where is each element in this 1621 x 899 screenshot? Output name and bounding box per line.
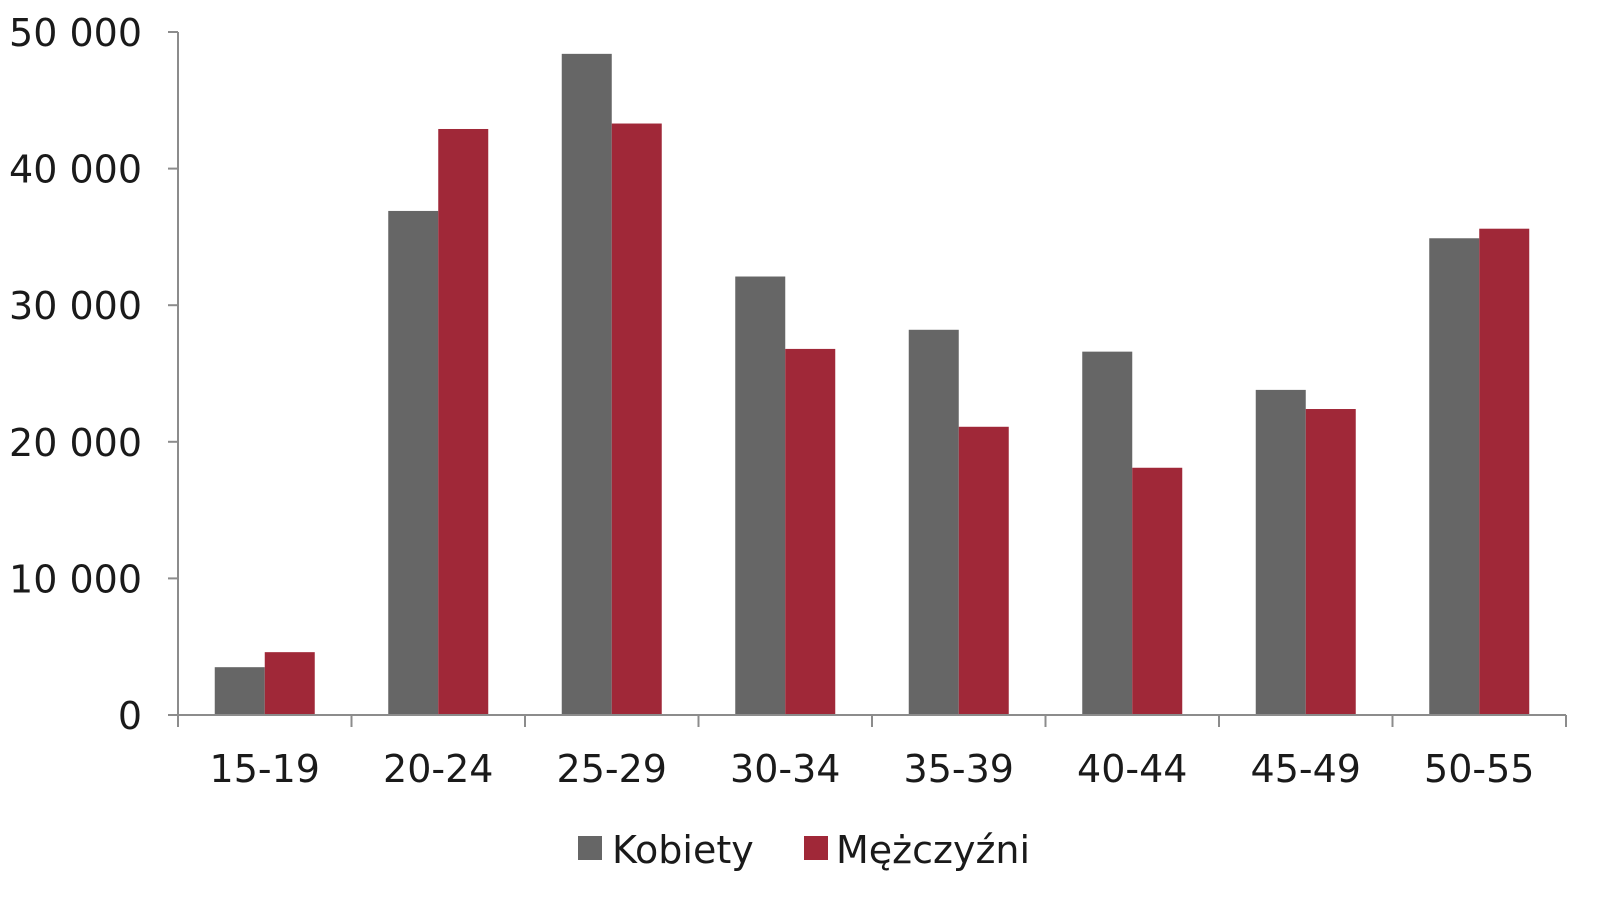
y-tick-label: 30 000 (9, 284, 142, 328)
x-tick-label: 50-55 (1424, 747, 1534, 791)
x-tick-label: 15-19 (210, 747, 320, 791)
bar-kobiety-20-24 (388, 210, 439, 716)
x-tick-label: 45-49 (1251, 747, 1361, 791)
bar-kobiety-50-55 (1429, 238, 1480, 716)
legend: Kobiety Mężczyźni (578, 828, 1030, 872)
bar-kobiety-35-39 (908, 329, 959, 715)
y-tick-label: 0 (118, 694, 142, 738)
axes-layer (177, 32, 1566, 716)
y-tick-label: 40 000 (9, 148, 142, 192)
bars-layer (214, 53, 1530, 716)
x-tick-label: 40-44 (1077, 747, 1187, 791)
bar-mezczyzni-20-24 (438, 128, 489, 716)
bar-mezczyzni-50-55 (1479, 228, 1530, 716)
y-axis-ticks: 0 10 000 20 000 30 000 40 000 50 000 (9, 11, 178, 738)
x-tick-label: 25-29 (557, 747, 667, 791)
bar-mezczyzni-35-39 (958, 426, 1009, 715)
x-tick-label: 30-34 (730, 747, 840, 791)
bar-kobiety-40-44 (1082, 351, 1133, 715)
bar-kobiety-45-49 (1255, 389, 1306, 715)
x-tick-label: 20-24 (383, 747, 493, 791)
legend-swatch-mezczyzni (804, 836, 828, 860)
x-tick-label: 35-39 (904, 747, 1014, 791)
bar-mezczyzni-25-29 (611, 123, 662, 716)
bar-kobiety-15-19 (214, 667, 265, 715)
legend-swatch-kobiety (578, 836, 602, 860)
x-axis-ticks: 15-19 20-24 25-29 30-34 35-39 40-44 45-49 50-55 (177, 715, 1567, 791)
legend-label-kobiety: Kobiety (612, 828, 754, 872)
bar-kobiety-30-34 (735, 276, 786, 715)
bar-mezczyzni-15-19 (264, 652, 315, 715)
y-tick-label: 10 000 (9, 557, 142, 601)
bar-mezczyzni-40-44 (1132, 467, 1183, 715)
legend-label-mezczyzni: Mężczyźni (836, 828, 1030, 872)
bar-kobiety-25-29 (561, 53, 612, 715)
y-tick-label: 20 000 (9, 421, 142, 465)
bar-mezczyzni-30-34 (785, 348, 836, 715)
bar-mezczyzni-45-49 (1305, 409, 1356, 715)
y-tick-label: 50 000 (9, 11, 142, 55)
